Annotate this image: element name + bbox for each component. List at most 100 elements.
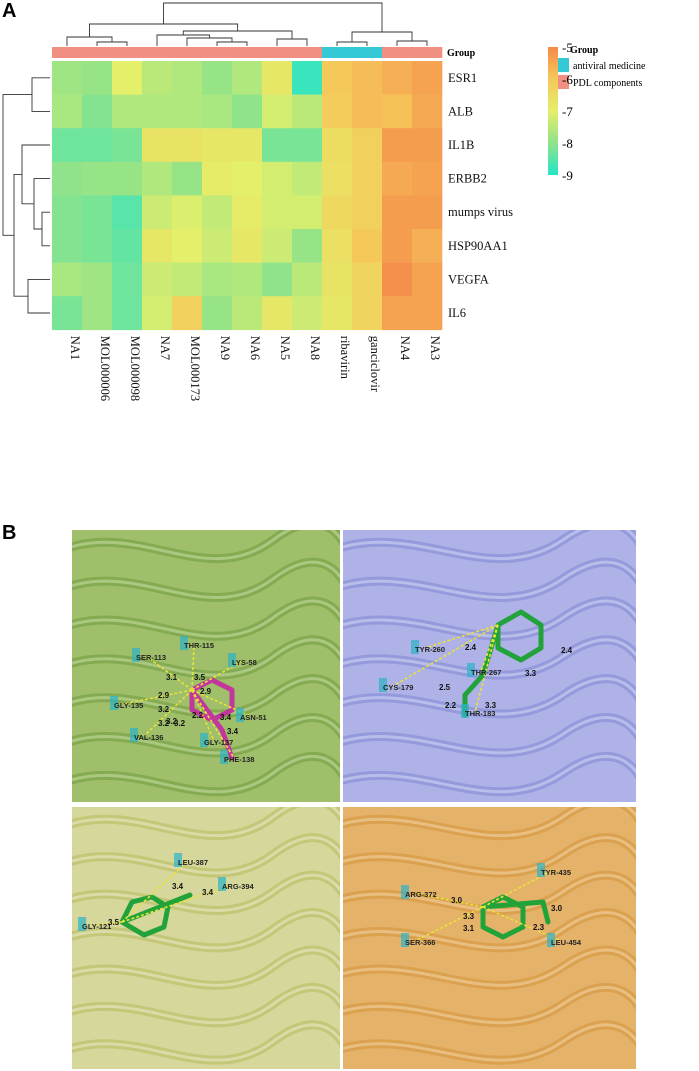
- heatmap-cell: [232, 128, 263, 163]
- residue-stick: [401, 933, 409, 947]
- heatmap-cell: [202, 94, 233, 129]
- residue-stick: [110, 696, 118, 710]
- distance-label: 3.2: [158, 705, 170, 714]
- hbond-line: [414, 906, 484, 942]
- heatmap-cell: [142, 195, 173, 230]
- heatmap-cell: [52, 296, 83, 331]
- protein-ribbon-highlight: [72, 560, 340, 599]
- heatmap-cell: [172, 229, 203, 263]
- group-cell: [322, 47, 353, 58]
- hbond-line: [145, 655, 193, 691]
- heatmap-cell: [82, 262, 113, 297]
- legend-entry: antiviral medicine: [573, 61, 646, 72]
- group-legend: Group antiviral medicine PDL components: [555, 45, 646, 89]
- row-label: IL1B: [448, 138, 474, 152]
- row-label: HSP90AA1: [448, 239, 508, 253]
- heatmap-cell: [172, 195, 203, 230]
- group-cell: [202, 47, 233, 58]
- protein-ribbon-highlight: [343, 755, 636, 794]
- heatmap-cell: [202, 229, 233, 263]
- group-annotation-bar: Group: [52, 47, 476, 59]
- group-cell: [52, 47, 83, 58]
- group-cell: [412, 47, 443, 58]
- distance-label: 3.4: [220, 713, 232, 722]
- residue-stick: [401, 885, 409, 899]
- protein-ribbon-highlight: [72, 873, 340, 912]
- distance-label: 2.3: [533, 923, 545, 932]
- heatmap-cell: [232, 61, 263, 95]
- heatmap-cell: [352, 61, 383, 95]
- row-label: mumps virus: [448, 205, 513, 219]
- legend-entry: PDL components: [573, 78, 642, 89]
- hbond-line: [91, 921, 123, 926]
- protein-ribbon-highlight: [343, 836, 636, 875]
- column-label: MOL000173: [188, 336, 202, 401]
- protein-ribbon-highlight: [343, 560, 636, 599]
- docking-image-yellow: LEU-387 ARG-394 GLY-121 3.4 3.4 3.5: [72, 807, 340, 1069]
- heatmap-cell: [172, 94, 203, 129]
- protein-ribbon-highlight: [72, 986, 340, 1025]
- dendrogram-link: [351, 31, 413, 42]
- heatmap-cell: [112, 94, 143, 129]
- heatmap-cell: [112, 296, 143, 331]
- dendrogram-link: [13, 173, 28, 297]
- heatmap-cell: [322, 195, 353, 230]
- column-label: NA8: [308, 336, 322, 360]
- group-cell: [142, 47, 173, 58]
- heatmap-cell: [262, 128, 293, 163]
- residue-stick: [78, 917, 86, 931]
- distance-label: 3.2: [158, 719, 170, 728]
- protein-ribbon-highlight: [343, 716, 636, 755]
- heatmap-cell: [82, 61, 113, 95]
- protein-ribbon-highlight: [72, 599, 340, 638]
- distance-label: 2.9: [158, 691, 170, 700]
- distance-label: 3.0: [551, 904, 563, 913]
- heatmap-cell: [172, 262, 203, 297]
- heatmap-cell: [202, 296, 233, 331]
- docking-tile-blue: TYR-260 THR-267 CYS-179 THR-183 2.4 2.4 3.3 2.5…: [343, 530, 636, 802]
- residue-label: THR-267: [471, 668, 501, 677]
- dendrogram-link: [156, 34, 210, 46]
- heatmap-cell: [142, 94, 173, 129]
- residue-stick: [467, 663, 475, 677]
- legend-title: Group: [570, 45, 599, 56]
- heatmap-cell: [292, 61, 323, 95]
- residue-label: GLY-135: [114, 701, 143, 710]
- hbond-line: [414, 892, 484, 908]
- protein-ribbon-highlight: [72, 911, 340, 950]
- distance-label: 3.5: [194, 673, 206, 682]
- residue-label: SER-366: [405, 938, 435, 947]
- docking-tile-orange: TYR-435 ARG-372 SER-366 LEU-454 3.0 3.0 3.3 3.1…: [343, 807, 636, 1069]
- heatmap-cell: [202, 61, 233, 95]
- residue-stick: [379, 678, 387, 692]
- dendrogram-link: [2, 94, 32, 236]
- heatmap-cell: [232, 296, 263, 331]
- distance-label: 2.4: [465, 643, 477, 652]
- heatmap-cell: [382, 94, 413, 129]
- heatmap-cell: [322, 262, 353, 297]
- hbond-line: [123, 689, 193, 705]
- heatmap-cell: [52, 94, 83, 129]
- protein-ribbon-highlight: [72, 1023, 340, 1062]
- column-label: NA6: [248, 336, 262, 360]
- ligand-stick: [462, 609, 544, 718]
- hbond-line: [480, 624, 499, 672]
- heatmap-cell: [292, 161, 323, 196]
- residue-label: LYS-58: [232, 658, 257, 667]
- protein-ribbon-highlight: [343, 807, 636, 838]
- heatmap-cell: [322, 94, 353, 129]
- distance-label: 3.4: [172, 882, 184, 891]
- column-label: NA7: [158, 336, 172, 360]
- heatmap-cell: [322, 161, 353, 196]
- distance-label: 3.0: [451, 896, 463, 905]
- column-label: MOL000098: [128, 336, 142, 401]
- heatmap-cell: [262, 94, 293, 129]
- protein-ribbon-highlight: [343, 530, 636, 561]
- column-label: NA3: [428, 336, 442, 360]
- heatmap-cell: [112, 128, 143, 163]
- heatmap-cell: [292, 128, 323, 163]
- dendrogram-link: [396, 40, 428, 46]
- heatmap-cell: [112, 262, 143, 297]
- protein-ribbon-highlight: [72, 948, 340, 987]
- dendrogram-link: [27, 278, 50, 314]
